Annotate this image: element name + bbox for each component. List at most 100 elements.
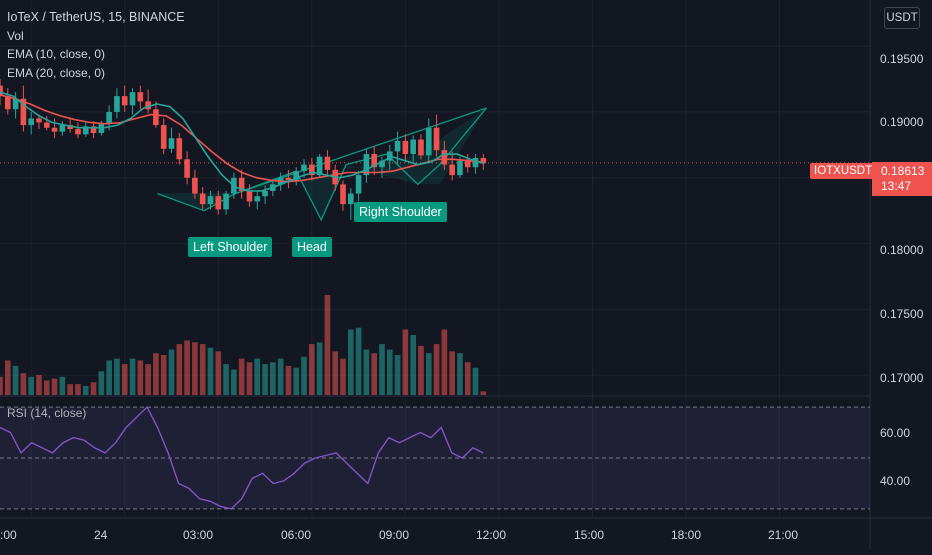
candle-body — [82, 126, 89, 135]
candle-body — [36, 118, 42, 123]
candle-body — [137, 92, 144, 102]
candle-body — [28, 118, 34, 126]
ema-lines — [0, 91, 484, 192]
candle-body — [316, 156, 323, 176]
volume-bar — [28, 376, 34, 395]
current-price-value: 0.18613 — [881, 164, 925, 178]
rsi-line — [0, 405, 484, 510]
label-left-shoulder[interactable]: Left Shoulder — [188, 237, 273, 257]
indicator-vol[interactable]: Vol — [7, 29, 24, 43]
volume-bar — [82, 385, 89, 395]
volume-bar — [324, 295, 331, 395]
candle-body — [90, 126, 97, 133]
label-head[interactable]: Head — [292, 237, 332, 257]
candle-body — [355, 175, 362, 194]
volume-bar — [4, 360, 11, 395]
candle-body — [480, 158, 487, 164]
volume-bar — [114, 358, 120, 395]
x-tick-label: 12:00 — [476, 528, 507, 542]
volume-bar — [0, 376, 3, 395]
pattern-fill — [235, 108, 487, 220]
x-tick-label: :00 — [0, 528, 17, 542]
candle-body — [215, 196, 222, 210]
volume-bar — [145, 364, 151, 395]
volume-bar — [254, 358, 261, 395]
volume-bar — [301, 356, 307, 395]
volume-bar — [340, 358, 346, 395]
rsi-indicator-label[interactable]: RSI (14, close) — [7, 406, 87, 420]
candles — [0, 79, 487, 220]
volume-bar — [277, 358, 284, 395]
candle-body — [402, 140, 409, 155]
volume-bar — [363, 349, 370, 395]
candle-body — [59, 125, 66, 132]
volume-bar — [231, 369, 237, 395]
volume-bar — [285, 365, 292, 395]
volume-bar — [394, 355, 401, 395]
ema20-line — [0, 94, 484, 183]
label-right-shoulder[interactable]: Right Shoulder — [354, 202, 447, 222]
symbol-price-badge: IOTXUSDT — [810, 163, 877, 179]
volume-bar — [418, 345, 424, 395]
volume-bar — [316, 342, 323, 395]
x-tick-label: 24 — [94, 528, 108, 542]
indicator-ema20[interactable]: EMA (20, close, 0) — [7, 66, 106, 80]
candle-body — [433, 127, 440, 151]
volume-bar — [386, 349, 393, 395]
x-tick-label: 15:00 — [574, 528, 605, 542]
candle-body — [410, 139, 416, 155]
candle-body — [207, 196, 214, 205]
candle-body — [418, 139, 424, 156]
candle-body — [145, 101, 151, 110]
volume-bar — [270, 362, 276, 395]
candle-body — [449, 164, 455, 176]
candle-body — [285, 177, 292, 181]
volume-bar — [43, 380, 50, 395]
rsi-pane — [0, 405, 870, 510]
y-tick-label: 0.17000 — [880, 371, 924, 385]
candle-body — [441, 150, 448, 165]
currency-button[interactable]: USDT — [884, 7, 920, 29]
candle-body — [43, 122, 50, 128]
candle-body — [262, 190, 268, 197]
volume-bar — [262, 364, 268, 395]
volume-bar — [121, 364, 128, 395]
neckline — [235, 107, 487, 195]
volume-bar — [153, 353, 159, 395]
ema10-line — [0, 91, 484, 192]
volume-bar — [464, 362, 471, 395]
volume-bar — [379, 344, 385, 395]
volume-bar — [293, 367, 300, 395]
rsi-tick-label: 40.00 — [880, 474, 911, 488]
chart-title[interactable]: IoTeX / TetherUS, 15, BINANCE — [7, 10, 185, 24]
volume-bar — [457, 353, 463, 395]
volume-bar — [12, 365, 19, 395]
y-tick-label: 0.19000 — [880, 115, 924, 129]
volume-bar — [480, 391, 487, 395]
volume-bar — [199, 344, 206, 395]
volume-bar — [75, 384, 81, 395]
candle-body — [4, 96, 11, 110]
indicator-ema10[interactable]: EMA (10, close, 0) — [7, 47, 106, 61]
candle-body — [394, 140, 401, 152]
candle-body — [472, 158, 479, 168]
volume-bar — [36, 375, 42, 395]
candle-body — [192, 177, 198, 194]
volume-bar — [402, 329, 409, 395]
candle-body — [12, 98, 19, 110]
y-tick-label: 0.17500 — [880, 307, 924, 321]
volume-bar — [90, 382, 97, 395]
volume-bar — [410, 335, 416, 395]
volume-bar — [184, 340, 190, 395]
candle-body — [363, 154, 370, 176]
x-tick-label: 03:00 — [183, 528, 214, 542]
candle-body — [371, 154, 377, 168]
candle-body — [51, 127, 58, 132]
y-tick-label: 0.18000 — [880, 243, 924, 257]
x-tick-label: 09:00 — [379, 528, 410, 542]
candle-body — [20, 98, 27, 126]
candle-body — [168, 138, 175, 149]
volume-bar — [449, 351, 455, 395]
